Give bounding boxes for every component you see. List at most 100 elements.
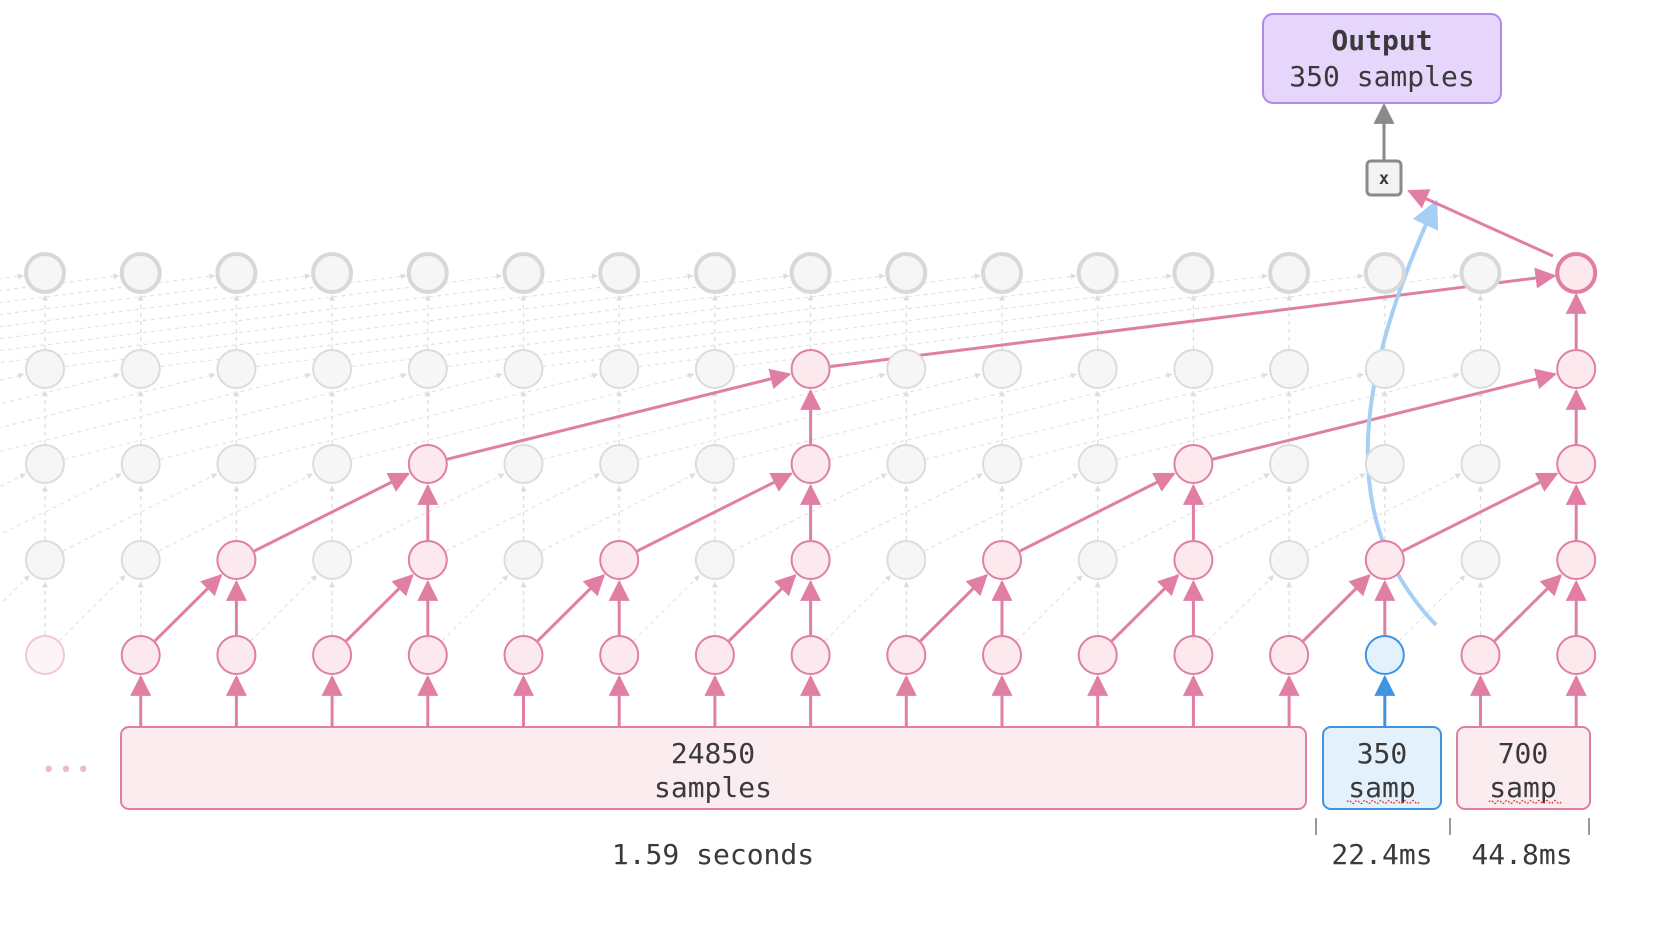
inactive-node	[1076, 252, 1119, 294]
output-title: Output	[1331, 24, 1432, 57]
network-nodes	[24, 252, 1598, 675]
active-node	[216, 540, 257, 580]
active-node	[1269, 635, 1310, 675]
inactive-node	[311, 252, 354, 294]
faint-edge	[255, 372, 599, 460]
faint-edge	[925, 372, 1269, 460]
active-edge	[253, 472, 411, 553]
inactive-node	[885, 252, 928, 294]
active-node	[694, 635, 735, 675]
spellcheck-underline	[1488, 799, 1562, 805]
faint-edge	[0, 372, 25, 381]
inactive-node	[120, 540, 161, 580]
inactive-node	[1460, 444, 1501, 484]
multiply-symbol: x	[1379, 169, 1389, 189]
faint-edge	[1207, 575, 1274, 642]
input-block-current: 350 samp	[1322, 726, 1442, 810]
faint-edge	[0, 273, 694, 364]
active-node	[790, 540, 831, 580]
active-node	[1556, 635, 1597, 675]
multiply-node: x	[1365, 159, 1403, 197]
faint-edge	[829, 372, 1173, 460]
inactive-node	[24, 252, 66, 294]
faint-edge	[734, 273, 1460, 368]
active-node	[1173, 444, 1214, 484]
active-node	[790, 635, 831, 675]
inactive-node	[1460, 349, 1501, 389]
active-node	[120, 635, 161, 675]
active-node	[1460, 635, 1501, 675]
faint-edge	[447, 273, 1173, 368]
active-edge	[636, 472, 793, 553]
time-label-lookahead: 44.8ms	[1471, 838, 1572, 871]
faint-edge	[158, 473, 313, 552]
inactive-node	[312, 540, 353, 580]
faint-edge	[638, 273, 1364, 368]
active-edge	[536, 574, 606, 642]
last-node-to-multiply-arrow	[1407, 189, 1554, 258]
inactive-node	[119, 252, 162, 294]
inactive-node	[886, 540, 927, 580]
active-connections	[130, 267, 1587, 727]
inactive-node	[886, 444, 927, 484]
inactive-node	[599, 349, 640, 389]
active-node	[1556, 444, 1597, 484]
active-node	[790, 444, 831, 484]
inactive-node	[25, 349, 65, 389]
output-subtitle: 350 samples	[1289, 60, 1474, 93]
inactive-node	[1173, 349, 1214, 389]
faint-edge	[351, 273, 1077, 368]
faint-edge	[734, 372, 1077, 460]
faint-edge	[828, 473, 983, 552]
active-edge	[830, 267, 1557, 369]
active-edge	[919, 574, 988, 642]
inactive-node	[1077, 349, 1118, 389]
active-node	[599, 635, 640, 675]
inactive-node	[312, 444, 353, 484]
faded-input-node	[25, 635, 65, 675]
inactive-node	[982, 349, 1022, 389]
inactive-node	[215, 252, 258, 294]
active-node	[1556, 540, 1597, 580]
inactive-node	[886, 349, 927, 389]
inactive-node	[1460, 540, 1501, 580]
faint-edge	[256, 273, 981, 368]
history-ellipsis: •••	[42, 758, 94, 783]
inactive-node	[693, 252, 736, 294]
current-samples-unit: samp	[1348, 771, 1415, 804]
active-node	[790, 349, 831, 389]
inactive-node	[1269, 349, 1310, 389]
inactive-node	[1459, 252, 1502, 294]
inactive-node	[312, 349, 353, 389]
input-block-history: 24850 samples	[120, 726, 1307, 810]
faint-edge	[0, 273, 24, 280]
active-edge	[1302, 574, 1371, 642]
faint-edge	[0, 575, 30, 606]
active-node	[1173, 540, 1214, 580]
inactive-node	[1172, 252, 1215, 294]
active-node	[982, 635, 1022, 675]
faint-edge	[923, 473, 1079, 552]
lookahead-samples-count: 700	[1498, 737, 1549, 770]
active-node	[1173, 635, 1214, 675]
spellcheck-underline	[1346, 799, 1420, 805]
inactive-node	[981, 252, 1023, 294]
faint-edge	[62, 473, 218, 552]
faint-edge	[0, 372, 312, 453]
active-node	[216, 635, 257, 675]
time-label-history: 1.59 seconds	[612, 838, 814, 871]
active-edge	[1493, 574, 1563, 642]
time-label-current: 22.4ms	[1331, 838, 1432, 871]
faint-edge	[250, 575, 317, 642]
active-edge	[345, 574, 414, 642]
faint-edge	[543, 273, 1268, 368]
active-node	[599, 540, 640, 580]
active-node	[1364, 540, 1405, 580]
faint-edge	[159, 372, 503, 460]
inactive-node	[982, 444, 1022, 484]
faint-edge	[1116, 372, 1460, 460]
inactive-node	[1269, 540, 1310, 580]
inactive-node	[599, 444, 640, 484]
active-node	[407, 444, 448, 484]
